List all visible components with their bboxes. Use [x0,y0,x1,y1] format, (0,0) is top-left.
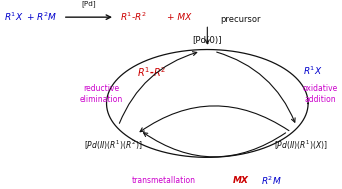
Text: $R^1$-$R^2$: $R^1$-$R^2$ [137,65,167,79]
Text: [Pd(0)]: [Pd(0)] [193,36,222,45]
FancyArrowPatch shape [217,52,295,122]
FancyArrowPatch shape [140,106,289,132]
Text: $R^1$-$R^2$: $R^1$-$R^2$ [120,11,147,23]
Text: + $R^2M$: + $R^2M$ [26,11,57,23]
Text: $R^1X$: $R^1X$ [4,11,24,23]
Text: precursor: precursor [221,15,261,24]
Text: reductive
elimination: reductive elimination [80,84,123,104]
Text: oxidative
addition: oxidative addition [303,84,338,104]
FancyArrowPatch shape [119,52,197,123]
Text: $R^2M$: $R^2M$ [261,174,281,187]
FancyArrowPatch shape [144,133,286,157]
Text: $[Pd(II)(R^1)(R^2)]$: $[Pd(II)(R^1)(R^2)]$ [84,139,143,152]
Text: [Pd]: [Pd] [82,1,96,7]
Text: MX: MX [233,176,249,185]
Text: $R^1X$: $R^1X$ [303,65,323,77]
Text: + MX: + MX [167,13,191,22]
Text: $[Pd(II)(R^1)(X)]$: $[Pd(II)(R^1)(X)]$ [274,139,328,152]
Text: transmetallation: transmetallation [132,176,196,185]
